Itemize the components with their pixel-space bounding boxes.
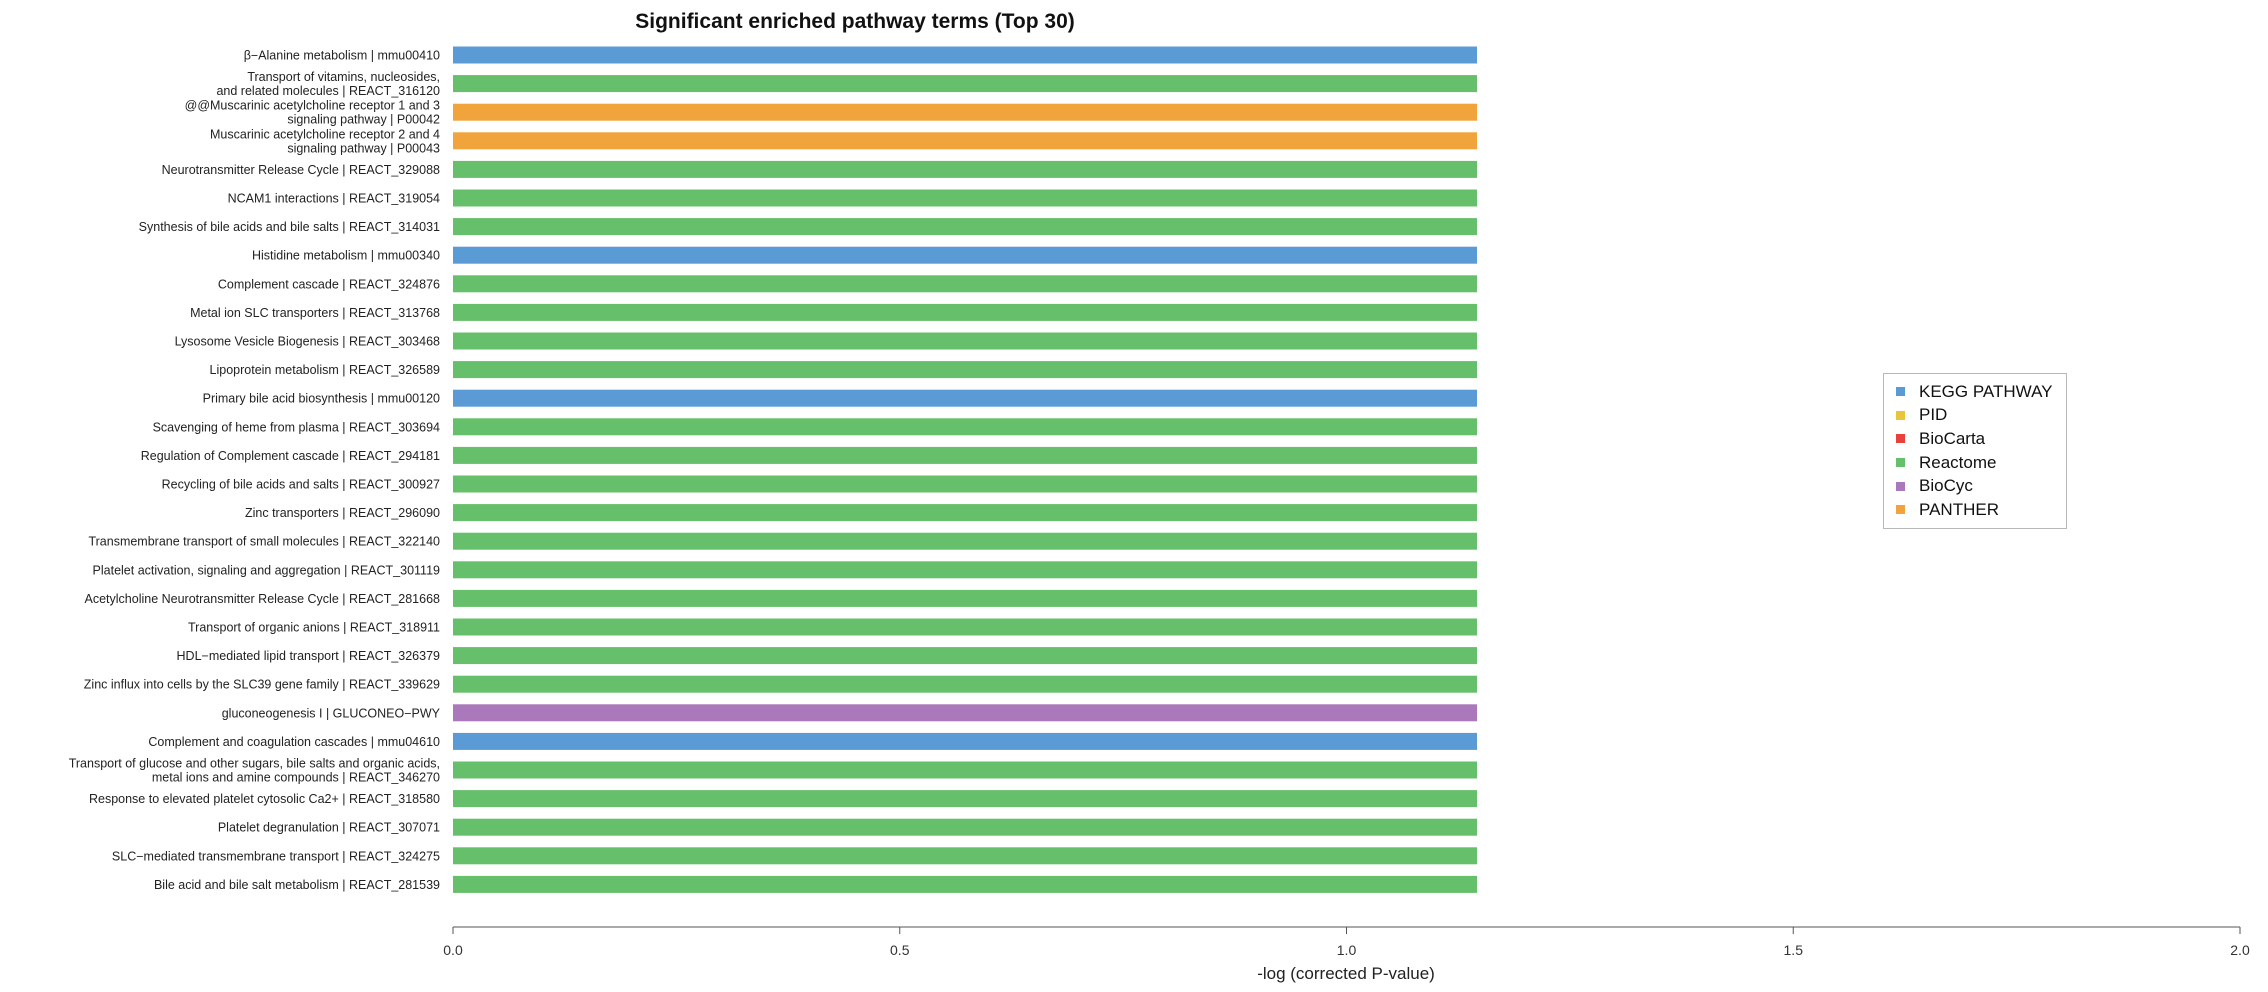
x-axis-ticks: 0.0 0.5 1.0 1.5 2.0 [443, 927, 2250, 958]
bar [453, 189, 1477, 207]
bars-group [453, 46, 1477, 893]
bar [453, 475, 1477, 493]
bar-label: Transport of glucose and other sugars, b… [69, 757, 440, 785]
legend-item: BioCyc [1896, 474, 2066, 498]
bar-label: Histidine metabolism | mmu00340 [252, 249, 440, 263]
bar [453, 132, 1477, 150]
bar-label: Recycling of bile acids and salts | REAC… [162, 478, 440, 492]
bar [453, 504, 1477, 522]
bar-label: Primary bile acid biosynthesis | mmu0012… [203, 392, 440, 406]
bar [453, 875, 1477, 893]
bar [453, 361, 1477, 379]
legend-item: BioCarta [1896, 427, 2066, 451]
bar-label: Neurotransmitter Release Cycle | REACT_3… [162, 163, 440, 177]
x-tick-label: 0.5 [890, 942, 910, 958]
bar [453, 761, 1477, 779]
bar [453, 589, 1477, 607]
legend-item: KEGG PATHWAY [1896, 380, 2066, 404]
bar-label: HDL−mediated lipid transport | REACT_326… [177, 649, 441, 663]
bar [453, 46, 1477, 64]
bar-label: Lysosome Vesicle Biogenesis | REACT_3034… [175, 335, 440, 349]
bar-label: Complement cascade | REACT_324876 [218, 277, 440, 291]
legend-item: Reactome [1896, 451, 2066, 475]
x-tick-label: 1.0 [1337, 942, 1357, 958]
legend-item: PID [1896, 404, 2066, 428]
legend-swatch [1896, 458, 1905, 468]
x-tick-label: 2.0 [2230, 942, 2250, 958]
bar [453, 532, 1477, 550]
bar [453, 847, 1477, 865]
bar-label: Zinc influx into cells by the SLC39 gene… [84, 678, 440, 692]
bar [453, 160, 1477, 178]
legend-swatch [1896, 481, 1905, 491]
bar-label: Regulation of Complement cascade | REACT… [141, 449, 440, 463]
bar [453, 418, 1477, 436]
bar-label: Response to elevated platelet cytosolic … [89, 792, 440, 806]
bar [453, 732, 1477, 750]
bar-label: Acetylcholine Neurotransmitter Release C… [85, 592, 441, 606]
bar [453, 790, 1477, 808]
x-tick-label: 1.5 [1784, 942, 1804, 958]
chart-legend: KEGG PATHWAY PID BioCarta Reactome BioCyc PAN… [1883, 373, 2067, 529]
bar [453, 446, 1477, 464]
bar-label: SLC−mediated transmembrane transport | R… [112, 849, 440, 863]
bar-label: @@Muscarinic acetylcholine receptor 1 an… [185, 99, 440, 127]
x-tick-label: 0.0 [443, 942, 463, 958]
bar-label: Bile acid and bile salt metabolism | REA… [154, 878, 440, 892]
bar-label: Synthesis of bile acids and bile salts |… [139, 220, 440, 234]
bar [453, 647, 1477, 665]
bar [453, 704, 1477, 722]
bar [453, 389, 1477, 407]
bar-label: Complement and coagulation cascades | mm… [148, 735, 440, 749]
legend-label: PID [1919, 405, 1948, 425]
bar-label: Transport of vitamins, nucleosides, and r… [216, 70, 440, 98]
legend-label: BioCyc [1919, 476, 1973, 496]
bar-label: Metal ion SLC transporters | REACT_31376… [190, 306, 440, 320]
bar-label: gluconeogenesis I | GLUCONEO−PWY [222, 706, 441, 720]
legend-swatch [1896, 387, 1905, 397]
bar-label: NCAM1 interactions | REACT_319054 [228, 192, 440, 206]
legend-label: Reactome [1919, 452, 1997, 472]
bar-label: Muscarinic acetylcholine receptor 2 and … [210, 127, 440, 155]
bar [453, 332, 1477, 350]
bar [453, 303, 1477, 321]
bar [453, 561, 1477, 579]
x-axis-label: -log (corrected P-value) [1257, 964, 1435, 983]
bar-label: Scavenging of heme from plasma | REACT_3… [153, 420, 440, 434]
legend-swatch [1896, 410, 1905, 420]
legend-swatch [1896, 505, 1905, 515]
bar [453, 75, 1477, 93]
bar-label: Platelet degranulation | REACT_307071 [218, 821, 440, 835]
bar-label: β−Alanine metabolism | mmu00410 [244, 49, 440, 63]
bar [453, 675, 1477, 693]
legend-label: BioCarta [1919, 428, 1986, 448]
bar [453, 218, 1477, 236]
bar [453, 103, 1477, 121]
legend-label: KEGG PATHWAY [1919, 381, 2053, 401]
bar-label: Transport of organic anions | REACT_3189… [188, 621, 440, 635]
bar [453, 275, 1477, 293]
legend-item: PANTHER [1896, 498, 2066, 522]
bar [453, 818, 1477, 836]
legend-swatch [1896, 434, 1905, 444]
bar [453, 246, 1477, 264]
legend-label: PANTHER [1919, 499, 1999, 519]
bar-label: Transmembrane transport of small molecul… [88, 535, 440, 549]
bar-label: Lipoprotein metabolism | REACT_326589 [210, 363, 441, 377]
bar [453, 618, 1477, 636]
chart-title: Significant enriched pathway terms (Top … [635, 10, 1075, 33]
bar-label: Platelet activation, signaling and aggre… [93, 563, 441, 577]
y-axis-labels: β−Alanine metabolism | mmu00410 Transport… [69, 49, 441, 892]
bar-label: Zinc transporters | REACT_296090 [245, 506, 440, 520]
